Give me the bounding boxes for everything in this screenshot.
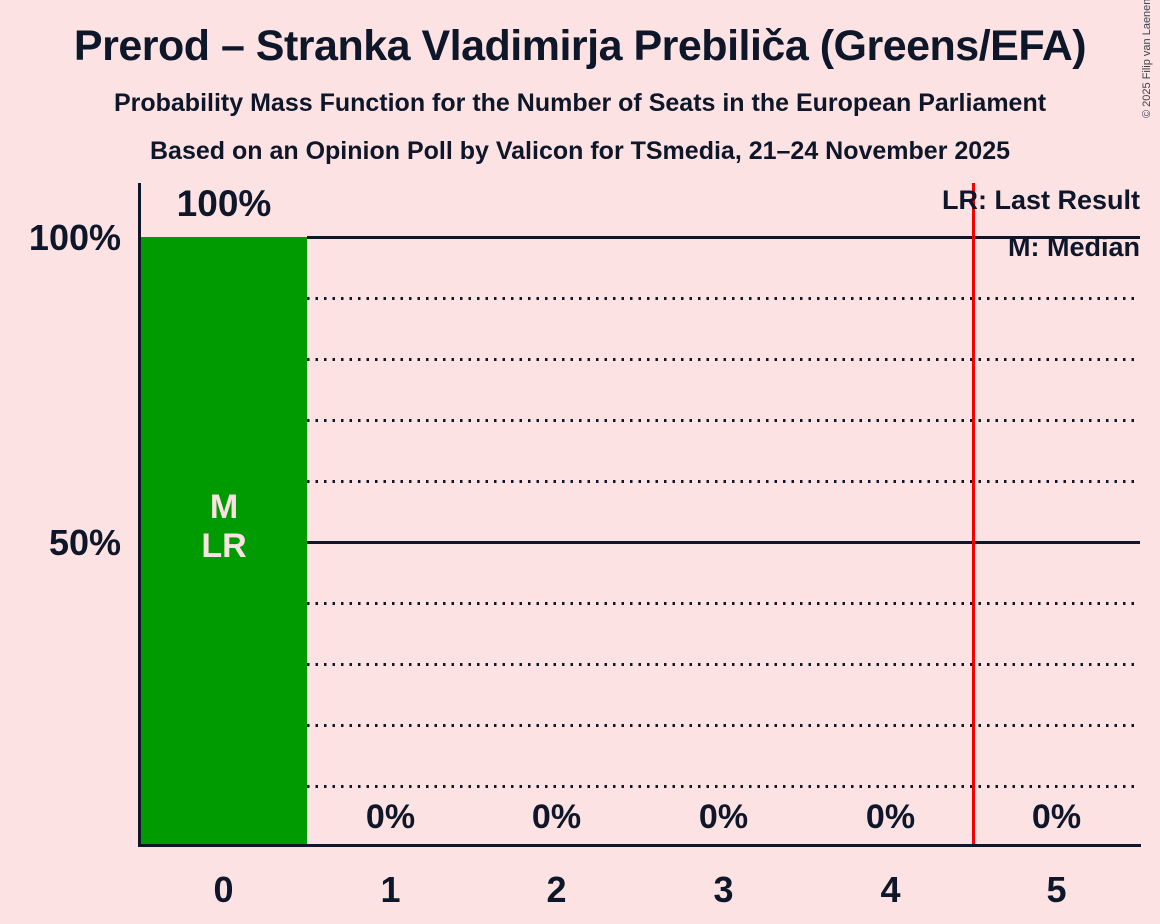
chart-subtitle: Probability Mass Function for the Number… <box>113 89 1047 117</box>
bar-seats-0 <box>141 237 307 844</box>
gridline-100 <box>307 236 1140 239</box>
legend-median: M: Median <box>1008 232 1140 262</box>
bar-value-label-0: 100% <box>176 183 272 224</box>
x-axis-tick-5: 5 <box>1046 869 1067 910</box>
median-last-result-annotation: M LR <box>141 488 307 566</box>
copyright-notice: © 2025 Filip van Laenen <box>1141 0 1153 118</box>
gridline-70 <box>307 419 1140 422</box>
gridline-40 <box>307 602 1140 605</box>
x-axis-tick-4: 4 <box>880 869 901 910</box>
gridline-50 <box>307 541 1140 544</box>
x-axis-tick-2: 2 <box>546 869 567 910</box>
gridline-90 <box>307 297 1140 300</box>
x-axis-tick-1: 1 <box>380 869 401 910</box>
gridline-60 <box>307 480 1140 483</box>
y-axis-line <box>138 183 141 847</box>
bar-value-label-3: 0% <box>698 798 749 836</box>
bar-value-label-5: 0% <box>1031 798 1082 836</box>
poll-info-line: Based on an Opinion Poll by Valicon for … <box>150 137 1010 165</box>
gridline-10 <box>307 785 1140 788</box>
gridline-80 <box>307 358 1140 361</box>
bar-value-label-1: 0% <box>365 798 416 836</box>
majority-threshold-line <box>972 183 975 844</box>
y-axis-tick-100: 100% <box>28 217 121 258</box>
x-axis-tick-3: 3 <box>713 869 734 910</box>
gridline-30 <box>307 663 1140 666</box>
gridline-20 <box>307 724 1140 727</box>
x-axis-tick-0: 0 <box>213 869 234 910</box>
y-axis-tick-50: 50% <box>48 522 121 563</box>
legend-last-result: LR: Last Result <box>941 185 1140 215</box>
chart-title: Prerod – Stranka Vladimirja Prebiliča (G… <box>73 22 1087 70</box>
bar-value-label-2: 0% <box>531 798 582 836</box>
legend: LR: Last Result M: Median <box>740 177 1140 271</box>
plot-area: 100% M LR LR: Last Result M: Median 0% 0… <box>138 183 1141 910</box>
median-marker-label: M <box>209 488 239 526</box>
x-axis-line <box>138 844 1141 847</box>
last-result-marker-label: LR <box>201 527 247 565</box>
bar-value-label-4: 0% <box>865 798 916 836</box>
